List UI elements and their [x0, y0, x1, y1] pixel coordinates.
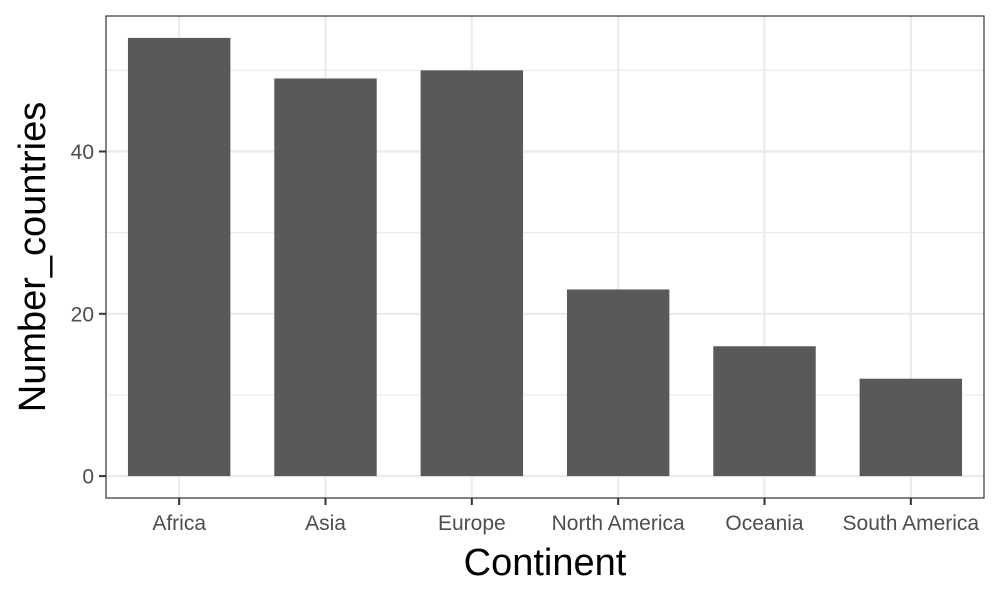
panel-background: [106, 16, 984, 498]
x-tick-label: South America: [843, 512, 980, 535]
bar-africa: [127, 37, 231, 477]
x-tick-label: Asia: [305, 512, 346, 535]
x-tick-label: Africa: [152, 512, 206, 535]
x-tick-label: Oceania: [725, 512, 804, 535]
bar-oceania: [713, 346, 816, 477]
panel-border: [105, 15, 985, 499]
x-tick-label: Europe: [438, 512, 506, 535]
bar-europe: [420, 70, 524, 477]
x-tick-label: North America: [552, 512, 685, 535]
x-axis-title: Continent: [464, 542, 627, 584]
bar-north-america: [566, 289, 670, 477]
bar-asia: [274, 78, 377, 477]
y-tick-label: 40: [71, 141, 94, 164]
x-axis: Africa Asia Europe North America Oceania Sout…: [152, 498, 979, 535]
bar-south-america: [859, 378, 963, 477]
y-axis-title: Number_countries: [12, 102, 54, 412]
bars: [127, 37, 963, 477]
y-tick-label: 20: [71, 303, 94, 326]
y-tick-label: 0: [82, 466, 94, 489]
y-axis: 0 20 40: [71, 141, 106, 489]
